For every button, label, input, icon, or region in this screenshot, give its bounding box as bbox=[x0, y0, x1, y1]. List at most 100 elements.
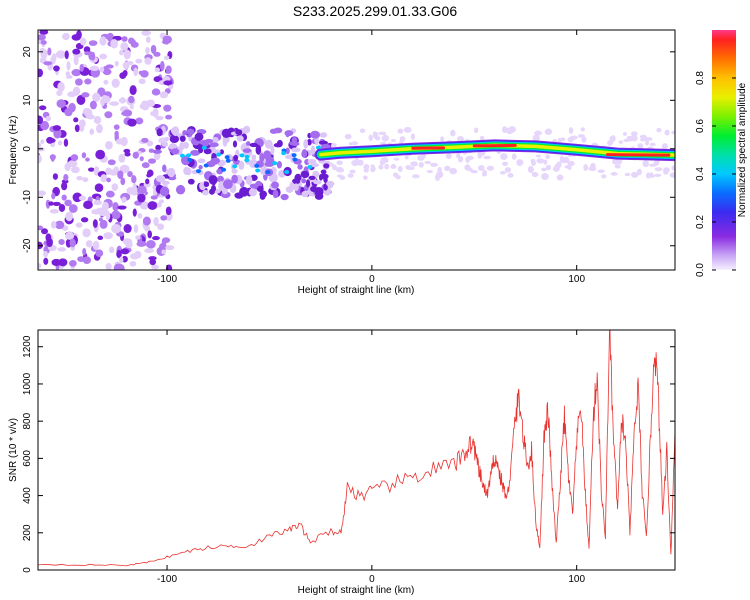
noise-blob bbox=[129, 260, 137, 267]
noise-blob bbox=[556, 174, 564, 181]
noise-blob bbox=[165, 65, 172, 74]
noise-blob bbox=[115, 138, 125, 145]
noise-blob bbox=[116, 249, 122, 259]
noise-blob bbox=[616, 160, 622, 165]
noise-blob bbox=[654, 167, 663, 172]
noise-blob bbox=[644, 139, 649, 146]
noise-blob bbox=[636, 168, 642, 176]
noise-blob bbox=[99, 53, 108, 60]
noise-blob bbox=[359, 128, 366, 133]
noise-blob bbox=[153, 76, 162, 83]
noise-blob bbox=[160, 215, 168, 221]
snr-panel: -100 0 100 0 200 400 600 800 1000 1200 Height of… bbox=[8, 329, 676, 596]
noise-blob bbox=[145, 178, 150, 185]
noise-blob bbox=[500, 153, 508, 160]
noise-blob bbox=[235, 129, 243, 135]
noise-blob bbox=[133, 67, 138, 77]
noise-blob bbox=[159, 199, 165, 204]
noise-blob bbox=[123, 224, 132, 234]
spectrogram-y-ticks: -20 -10 0 10 20 bbox=[22, 46, 675, 253]
noise-blob bbox=[384, 163, 390, 170]
noise-blob bbox=[256, 185, 264, 192]
noise-blob bbox=[72, 86, 81, 96]
noise-blob bbox=[82, 177, 89, 183]
noise-blob bbox=[137, 213, 143, 219]
noise-blob bbox=[81, 92, 90, 98]
snr-y-tick-label: 600 bbox=[22, 450, 33, 467]
noise-blob bbox=[57, 81, 65, 92]
noise-blob bbox=[294, 173, 302, 182]
noise-hotspot bbox=[265, 170, 271, 175]
noise-blob bbox=[418, 161, 424, 168]
noise-blob bbox=[289, 181, 295, 192]
noise-blob bbox=[155, 175, 166, 183]
noise-blob bbox=[236, 135, 244, 142]
noise-blob bbox=[209, 142, 219, 148]
noise-blob bbox=[113, 81, 120, 87]
noise-hotspot bbox=[315, 145, 321, 150]
noise-blob bbox=[88, 40, 98, 47]
noise-blob bbox=[139, 156, 144, 162]
noise-blob bbox=[285, 147, 290, 155]
noise-blob bbox=[165, 206, 172, 216]
noise-hotspot bbox=[203, 163, 209, 168]
noise-blob bbox=[111, 224, 122, 234]
noise-blob bbox=[113, 166, 120, 174]
noise-blob bbox=[137, 193, 146, 203]
noise-blob bbox=[82, 228, 91, 238]
noise-blob bbox=[198, 165, 203, 170]
noise-blob bbox=[84, 78, 92, 85]
noise-blob bbox=[580, 127, 585, 132]
snr-y-tick-label: 800 bbox=[22, 412, 33, 429]
noise-blob bbox=[138, 70, 143, 75]
noise-blob bbox=[139, 201, 149, 210]
noise-hotspot bbox=[221, 167, 227, 172]
noise-blob bbox=[249, 142, 259, 148]
noise-blob bbox=[54, 220, 65, 230]
noise-blob bbox=[197, 158, 206, 164]
noise-blob bbox=[285, 130, 290, 138]
noise-blob bbox=[541, 173, 549, 181]
noise-blob bbox=[390, 164, 397, 169]
noise-blob bbox=[259, 153, 265, 163]
spectrogram-x-label: Height of straight line (km) bbox=[298, 285, 415, 296]
noise-blob bbox=[372, 131, 378, 136]
snr-series-line bbox=[38, 330, 675, 567]
noise-blob bbox=[186, 128, 195, 136]
noise-blob bbox=[71, 69, 82, 77]
noise-blob bbox=[610, 135, 616, 142]
noise-blob bbox=[351, 141, 359, 146]
snr-y-label: SNR (10 * v/v) bbox=[8, 418, 19, 482]
noise-blob bbox=[162, 39, 170, 45]
noise-blob bbox=[105, 262, 112, 270]
noise-blob bbox=[656, 127, 662, 133]
noise-blob bbox=[165, 245, 175, 251]
noise-blob bbox=[120, 177, 126, 186]
noise-blob bbox=[48, 138, 56, 143]
noise-blob bbox=[92, 92, 101, 102]
noise-blob bbox=[132, 208, 137, 217]
noise-blob bbox=[55, 50, 66, 59]
noise-blob bbox=[144, 248, 154, 254]
noise-blob bbox=[363, 175, 368, 180]
noise-blob bbox=[156, 128, 163, 137]
noise-blob bbox=[320, 169, 327, 175]
noise-blob bbox=[541, 167, 547, 172]
noise-blob bbox=[68, 102, 76, 113]
noise-blob bbox=[80, 217, 89, 223]
noise-blob bbox=[545, 164, 552, 171]
noise-blob bbox=[38, 142, 42, 148]
spectrogram-x-ticks: -100 0 100 bbox=[157, 30, 585, 285]
spectrogram-x-tick-label: 100 bbox=[568, 274, 585, 285]
noise-blob bbox=[38, 115, 44, 125]
noise-blob bbox=[97, 235, 104, 241]
noise-blob bbox=[142, 216, 151, 226]
noise-blob bbox=[610, 172, 618, 176]
spectrogram-y-label: Frequency (Hz) bbox=[8, 116, 19, 185]
noise-hotspot bbox=[292, 157, 298, 162]
noise-blob bbox=[222, 138, 228, 147]
noise-blob bbox=[271, 181, 280, 189]
colorbar-ticks: 0.0 0.2 0.4 0.6 0.8 bbox=[695, 71, 736, 277]
noise-blob bbox=[528, 168, 534, 173]
noise-blob bbox=[119, 256, 124, 264]
